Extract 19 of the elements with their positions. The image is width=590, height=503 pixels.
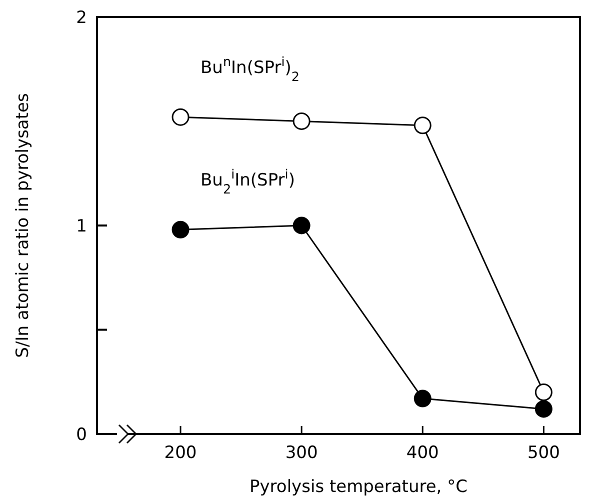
series-label: Bu$_{2}$$^{i}$In(SPr$^{i}$): [200, 167, 295, 198]
point: [534, 400, 552, 418]
y-tick-label: 2: [76, 8, 87, 28]
x-tick-label: 300: [285, 443, 318, 463]
point: [292, 112, 310, 130]
point: [414, 116, 432, 134]
y-tick-label: 1: [76, 216, 87, 236]
x-axis-title: Pyrolysis temperature, °C: [250, 477, 468, 497]
y-tick-label: 0: [76, 424, 87, 445]
point: [534, 384, 552, 402]
point: [414, 390, 432, 408]
x-tick-label: 200: [164, 443, 197, 463]
point: [292, 216, 310, 234]
y-axis-title: S/In atomic ratio in pyrolysates: [13, 93, 33, 358]
x-tick-label: 500: [527, 443, 560, 463]
series-label: Bu$^{n}$In(SPr$^{i}$)$_{2}$: [200, 54, 300, 85]
x-tick-label: 400: [406, 443, 439, 463]
point: [172, 220, 190, 238]
point: [172, 108, 190, 126]
